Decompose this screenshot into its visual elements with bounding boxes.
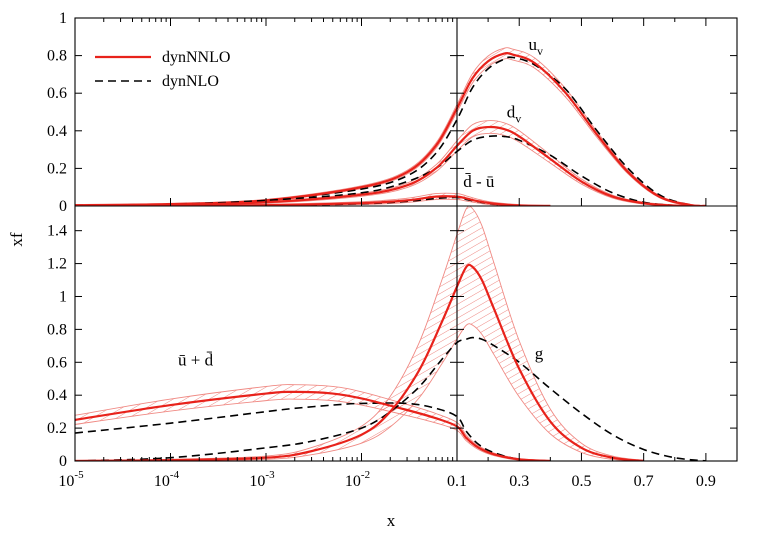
xtick-log-exponent: -5 [74, 469, 84, 481]
uv-label: uv [529, 35, 544, 58]
dv-label: dv [507, 103, 522, 126]
xtick-log-label: 10-2 [345, 469, 370, 490]
dbmub-band-lower-edge [75, 198, 551, 206]
bottom-ytick-label: 0.4 [47, 387, 67, 404]
x-axis-label: x [387, 511, 396, 530]
dv-label-sub: v [515, 112, 521, 126]
g-band-upper-edge [75, 206, 644, 461]
top-ytick-label: 0.6 [47, 85, 67, 102]
legend-label-dynnnlo: dynNNLO [162, 49, 230, 66]
top-ytick-label: 0.4 [47, 123, 67, 140]
xtick-log-exponent: -2 [361, 469, 370, 481]
plot-frame [74, 17, 738, 462]
dv-nlo-line [75, 135, 700, 206]
bottom-ytick-label: 0.6 [47, 354, 67, 371]
g-band-lower-edge [75, 323, 644, 461]
top-ytick-label: 0.2 [47, 160, 67, 177]
g-band [75, 206, 644, 461]
error-bands [75, 47, 706, 461]
xtick-log-exponent: -3 [265, 469, 275, 481]
xtick-log-exponent: -4 [170, 469, 180, 481]
bottom-ytick-label: 1.4 [47, 223, 67, 240]
dbmub-label: d̄ - ū [463, 172, 495, 191]
xtick-lin-label: 0.1 [447, 473, 467, 490]
axes: 0 0.2 0.4 0.6 0.8 1 0 0.2 0.4 0.6 0.8 1 1.2 1.4 10-5 10… [7, 10, 738, 530]
bottom-ytick-label: 1 [59, 288, 67, 305]
sea-band [75, 384, 551, 461]
xtick-lin-label: 0.9 [696, 473, 716, 490]
dv-nnlo-line [75, 125, 700, 206]
legend-label-dynnlo: dynNLO [162, 73, 219, 90]
pdf-curves [75, 52, 706, 461]
sea-nnlo-line [75, 390, 551, 461]
g-nlo-line [75, 336, 706, 461]
bottom-ytick-label: 0.2 [47, 420, 67, 437]
sea-nlo-line [75, 402, 551, 461]
curve-labels: uv dv d̄ - ū ū + d̄ g [178, 35, 544, 370]
dv-band-upper-edge [75, 120, 700, 206]
top-ytick-label: 0.8 [47, 48, 67, 65]
xtick-log-label: 10-5 [58, 469, 84, 490]
y-axis-label: xf [7, 232, 26, 247]
legend: dynNNLO dynNLO [95, 49, 230, 90]
sea-label: ū + d̄ [178, 351, 214, 370]
sea-band-lower-edge [75, 398, 551, 461]
uv-band-upper-edge [75, 47, 706, 206]
bottom-ytick-label: 1.2 [47, 256, 67, 273]
xtick-log-label: 10-4 [154, 469, 180, 490]
top-ytick-label: 0 [59, 198, 67, 215]
xtick-lin-label: 0.5 [571, 473, 591, 490]
xtick-log-label: 10-3 [249, 469, 275, 490]
uv-nnlo-line [75, 52, 706, 206]
uv-label-sub: v [537, 44, 543, 58]
g-label: g [535, 344, 544, 363]
xtick-lin-label: 0.7 [634, 473, 654, 490]
g-nnlo-line [75, 263, 644, 461]
top-ytick-label: 1 [59, 10, 67, 27]
xtick-lin-label: 0.3 [509, 473, 529, 490]
bottom-ytick-label: 0.8 [47, 321, 67, 338]
bottom-ytick-label: 0 [59, 453, 67, 470]
